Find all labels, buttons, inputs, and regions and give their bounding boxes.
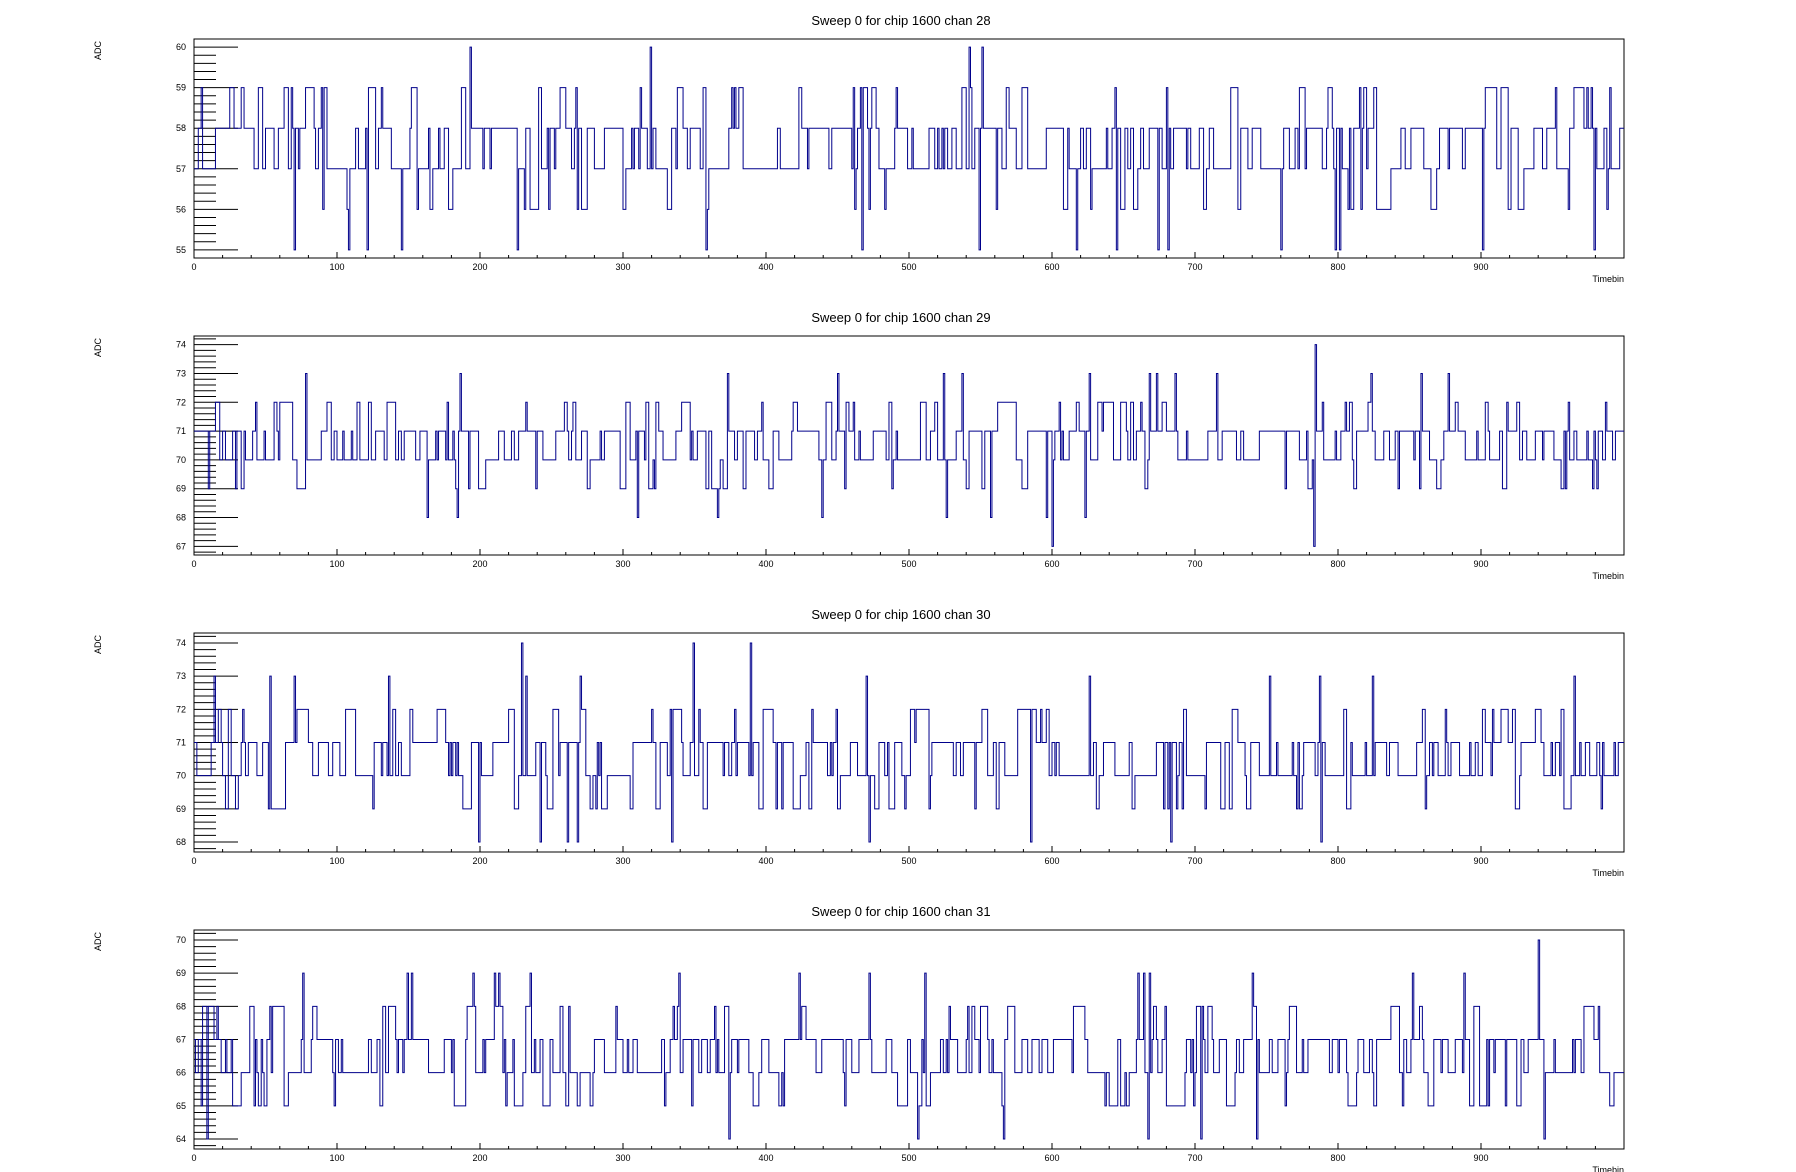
y-tick-label: 68 bbox=[176, 1001, 186, 1011]
y-tick-label: 58 bbox=[176, 123, 186, 133]
x-tick-label: 300 bbox=[615, 1153, 630, 1163]
y-tick-label: 73 bbox=[176, 368, 186, 378]
y-tick-label: 65 bbox=[176, 1101, 186, 1111]
chart-title: Sweep 0 for chip 1600 chan 30 bbox=[811, 607, 990, 622]
x-tick-label: 800 bbox=[1330, 856, 1345, 866]
y-axis-label: ADC bbox=[93, 338, 103, 358]
plot-frame bbox=[193, 632, 1625, 853]
y-tick-label: 67 bbox=[176, 541, 186, 551]
y-tick-label: 69 bbox=[176, 968, 186, 978]
y-tick-label: 71 bbox=[176, 426, 186, 436]
y-tick-label: 60 bbox=[176, 42, 186, 52]
x-tick-label: 200 bbox=[472, 1153, 487, 1163]
y-tick-label: 64 bbox=[176, 1134, 186, 1144]
y-axis-label: ADC bbox=[93, 932, 103, 952]
x-tick-label: 900 bbox=[1473, 1153, 1488, 1163]
x-tick-label: 500 bbox=[901, 856, 916, 866]
plot-frame bbox=[193, 38, 1625, 259]
x-tick-label: 100 bbox=[329, 1153, 344, 1163]
x-tick-label: 700 bbox=[1187, 559, 1202, 569]
x-axis-label: Timebin bbox=[1592, 1165, 1624, 1172]
adc-trace-series bbox=[194, 46, 1624, 251]
y-tick-label: 69 bbox=[176, 484, 186, 494]
x-tick-label: 0 bbox=[191, 559, 196, 569]
x-tick-label: 900 bbox=[1473, 856, 1488, 866]
y-tick-label: 68 bbox=[176, 837, 186, 847]
y-tick-label: 73 bbox=[176, 671, 186, 681]
x-tick-label: 600 bbox=[1044, 1153, 1059, 1163]
x-axis-label: Timebin bbox=[1592, 571, 1624, 581]
x-tick-label: 100 bbox=[329, 262, 344, 272]
x-tick-label: 600 bbox=[1044, 262, 1059, 272]
adc-trace-series bbox=[194, 642, 1624, 843]
y-tick-label: 71 bbox=[176, 738, 186, 748]
y-tick-label: 74 bbox=[176, 340, 186, 350]
y-tick-label: 70 bbox=[176, 935, 186, 945]
chart-panel-3: Sweep 0 for chip 1600 chan 31 ADC Timebin 0… bbox=[93, 904, 1625, 1172]
chart-panel-0: Sweep 0 for chip 1600 chan 28 ADC Timebin 0… bbox=[93, 13, 1625, 284]
x-tick-label: 700 bbox=[1187, 262, 1202, 272]
x-tick-label: 400 bbox=[758, 559, 773, 569]
x-axis-label: Timebin bbox=[1592, 868, 1624, 878]
y-tick-label: 72 bbox=[176, 397, 186, 407]
x-tick-label: 100 bbox=[329, 856, 344, 866]
y-tick-label: 74 bbox=[176, 638, 186, 648]
x-tick-label: 600 bbox=[1044, 559, 1059, 569]
x-tick-label: 0 bbox=[191, 856, 196, 866]
y-axis-label: ADC bbox=[93, 635, 103, 655]
chart-title: Sweep 0 for chip 1600 chan 29 bbox=[811, 310, 990, 325]
x-tick-label: 100 bbox=[329, 559, 344, 569]
chart-title: Sweep 0 for chip 1600 chan 28 bbox=[811, 13, 990, 28]
adc-trace-series bbox=[194, 344, 1624, 547]
x-tick-label: 200 bbox=[472, 559, 487, 569]
x-tick-label: 900 bbox=[1473, 559, 1488, 569]
x-tick-label: 400 bbox=[758, 856, 773, 866]
x-axis-label: Timebin bbox=[1592, 274, 1624, 284]
y-tick-label: 66 bbox=[176, 1068, 186, 1078]
chart-panel-2: Sweep 0 for chip 1600 chan 30 ADC Timebin 0… bbox=[93, 607, 1625, 878]
x-tick-label: 800 bbox=[1330, 559, 1345, 569]
x-tick-label: 700 bbox=[1187, 1153, 1202, 1163]
y-axis-label: ADC bbox=[93, 41, 103, 61]
x-tick-label: 500 bbox=[901, 262, 916, 272]
chart-panel-1: Sweep 0 for chip 1600 chan 29 ADC Timebin 0… bbox=[93, 310, 1625, 581]
x-tick-label: 0 bbox=[191, 1153, 196, 1163]
y-tick-label: 59 bbox=[176, 83, 186, 93]
x-tick-label: 200 bbox=[472, 856, 487, 866]
x-tick-label: 400 bbox=[758, 1153, 773, 1163]
y-tick-label: 56 bbox=[176, 204, 186, 214]
y-tick-label: 68 bbox=[176, 513, 186, 523]
y-tick-label: 70 bbox=[176, 771, 186, 781]
y-tick-label: 69 bbox=[176, 804, 186, 814]
adc-trace-series bbox=[194, 939, 1624, 1140]
x-tick-label: 300 bbox=[615, 262, 630, 272]
x-tick-label: 500 bbox=[901, 559, 916, 569]
x-tick-label: 300 bbox=[615, 559, 630, 569]
x-tick-label: 500 bbox=[901, 1153, 916, 1163]
y-tick-label: 72 bbox=[176, 704, 186, 714]
x-tick-label: 800 bbox=[1330, 262, 1345, 272]
y-tick-label: 55 bbox=[176, 245, 186, 255]
x-tick-label: 400 bbox=[758, 262, 773, 272]
x-tick-label: 0 bbox=[191, 262, 196, 272]
y-tick-label: 70 bbox=[176, 455, 186, 465]
x-tick-label: 900 bbox=[1473, 262, 1488, 272]
plot-frame bbox=[193, 335, 1625, 556]
x-tick-label: 600 bbox=[1044, 856, 1059, 866]
chart-title: Sweep 0 for chip 1600 chan 31 bbox=[811, 904, 990, 919]
y-tick-label: 57 bbox=[176, 164, 186, 174]
x-tick-label: 800 bbox=[1330, 1153, 1345, 1163]
x-tick-label: 200 bbox=[472, 262, 487, 272]
x-tick-label: 300 bbox=[615, 856, 630, 866]
y-tick-label: 67 bbox=[176, 1035, 186, 1045]
x-tick-label: 700 bbox=[1187, 856, 1202, 866]
